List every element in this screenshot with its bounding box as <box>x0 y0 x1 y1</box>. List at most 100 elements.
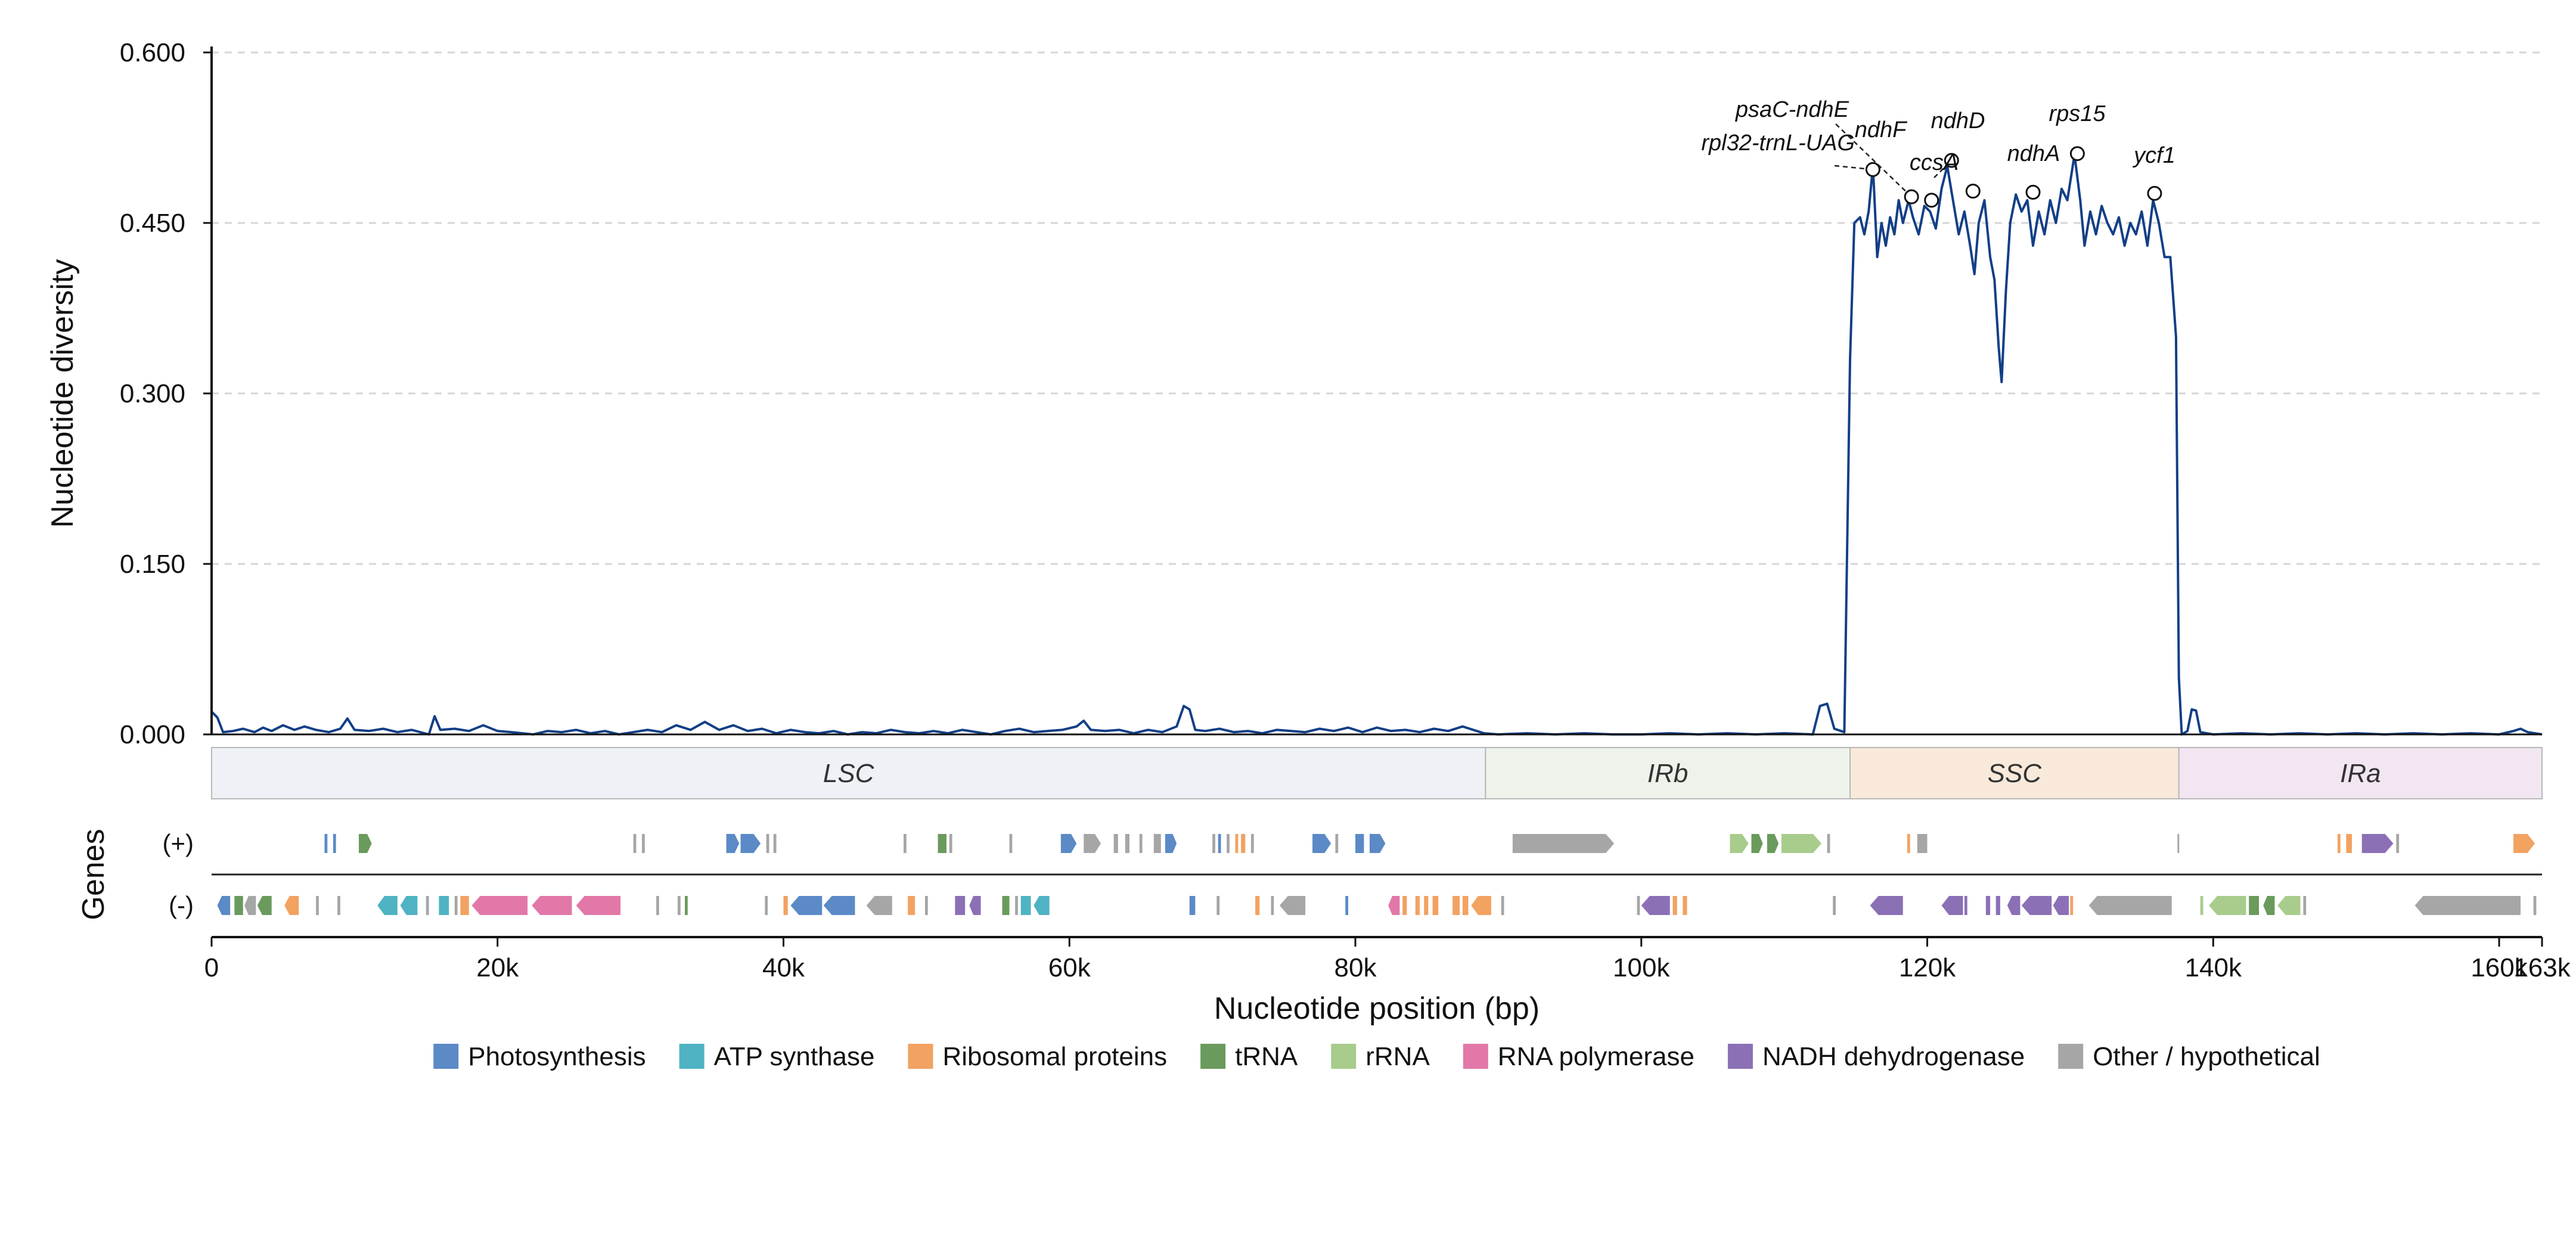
gene-trna <box>257 896 272 915</box>
legend-label: RNA polymerase <box>1498 1042 1694 1071</box>
gene-ribo <box>1907 834 1910 853</box>
gene-ribo <box>2338 834 2341 853</box>
gene-other <box>455 896 458 915</box>
gene-other <box>1271 896 1274 915</box>
gene-photo <box>1345 896 1348 915</box>
gene-ribo <box>2513 834 2535 853</box>
legend: Photosynthesis ATP synthase Ribosomal prot… <box>433 1042 2320 1071</box>
gene-rrna <box>1782 834 1821 853</box>
x-tick-label: 120k <box>1899 953 1956 982</box>
gene-ribo <box>284 896 299 915</box>
gene-rrna <box>2201 896 2203 915</box>
legend-label: Other / hypothetical <box>2093 1042 2320 1071</box>
gene-ndh <box>1986 896 1990 915</box>
gene-ribo <box>1433 896 1439 915</box>
gene-other <box>1114 834 1118 853</box>
peak-marker <box>1966 185 1979 198</box>
gene-other <box>1212 834 1215 853</box>
gene-photo <box>1218 834 1221 853</box>
gene-trna <box>1751 834 1762 853</box>
y-axis-title: Nucleotide diversity <box>45 259 80 528</box>
gene-photo <box>1312 834 1331 853</box>
gene-atp <box>1021 896 1031 915</box>
gene-ndh <box>1641 896 1670 915</box>
gene-other <box>1154 834 1161 853</box>
gene-ribo <box>1236 834 1239 853</box>
gene-ribo <box>1424 896 1428 915</box>
gene-other <box>1637 896 1640 915</box>
gene-trna <box>1003 896 1010 915</box>
gene-photo <box>1165 834 1177 853</box>
peak-label: ycf1 <box>2132 143 2175 168</box>
peak-annotations: rpl32-trnL-UAGpsaC-ndhEndhFccsAndhDndhAr… <box>1701 97 2175 207</box>
gene-ndh <box>1942 896 1963 915</box>
gene-ribo <box>1673 896 1677 915</box>
legend-label: tRNA <box>1235 1042 1298 1071</box>
x-tick-label: 140k <box>2185 953 2242 982</box>
gene-ndh <box>1870 896 1903 915</box>
legend-swatch <box>679 1044 704 1069</box>
x-tick-label: 60k <box>1048 953 1091 982</box>
gene-trna <box>2249 896 2259 915</box>
gene-trna <box>1767 834 1779 853</box>
gene-other <box>925 896 928 915</box>
y-tick-label: 0.600 <box>120 38 185 67</box>
gene-photo <box>325 834 328 853</box>
gene-other <box>949 834 952 853</box>
gene-photo <box>218 896 231 915</box>
x-axis-title: Nucleotide position (bp) <box>1214 991 1540 1026</box>
gene-other <box>766 834 769 853</box>
gene-other <box>1501 896 1504 915</box>
peak-label: rpl32-trnL-UAG <box>1701 131 1855 156</box>
x-tick-label: 0 <box>204 953 219 982</box>
x-tick-label: 20k <box>476 953 519 982</box>
gene-other <box>316 896 319 915</box>
gene-other <box>2415 896 2521 915</box>
gene-ribo <box>1255 896 1259 915</box>
gene-photo <box>1061 834 1076 853</box>
gene-other <box>2177 834 2179 853</box>
gene-rrna <box>2209 896 2246 915</box>
gene-other <box>774 834 777 853</box>
genes-label: Genes <box>76 829 111 920</box>
gene-other <box>642 834 645 853</box>
gene-ndh <box>2007 896 2021 915</box>
gene-ribo <box>908 896 915 915</box>
gene-other <box>426 896 429 915</box>
y-tick-label: 0.450 <box>120 209 185 238</box>
legend-label: NADH dehydrogenase <box>1762 1042 2025 1071</box>
axes: 0.0000.1500.3000.4500.600Nucleotide dive… <box>45 38 2571 1026</box>
gene-other <box>1917 834 1928 853</box>
gene-other <box>765 896 768 915</box>
gene-other <box>656 896 659 915</box>
gene-atp <box>401 896 418 915</box>
region-label: SSC <box>1988 759 2043 788</box>
region-label: IRb <box>1647 759 1688 788</box>
peak-label: ndhD <box>1931 108 1985 134</box>
gene-rnap <box>576 896 620 915</box>
peak-label: ccsA <box>1910 150 1959 175</box>
gene-track: (+)(-)Genes <box>76 829 2542 920</box>
gene-ribo <box>1416 896 1420 915</box>
gene-ribo <box>1683 896 1687 915</box>
diversity-series <box>212 155 2542 734</box>
y-tick-label: 0.150 <box>120 550 185 579</box>
gene-rnap <box>1388 896 1399 915</box>
gene-other <box>1125 834 1129 853</box>
gene-ribo <box>1471 896 1491 915</box>
gene-other <box>1140 834 1143 853</box>
gene-photo <box>727 834 740 853</box>
peak-marker <box>2148 187 2161 200</box>
region-label: IRa <box>2340 759 2381 788</box>
gene-ribo <box>784 896 788 915</box>
gene-photo <box>1355 834 1364 853</box>
gene-photo <box>1370 834 1385 853</box>
legend-swatch <box>2058 1044 2083 1069</box>
gene-ribo <box>2070 896 2073 915</box>
legend-swatch <box>433 1044 458 1069</box>
gene-ribo <box>2346 834 2352 853</box>
gene-other <box>1827 834 1830 853</box>
legend-label: rRNA <box>1365 1042 1430 1071</box>
gene-other <box>1015 896 1018 915</box>
